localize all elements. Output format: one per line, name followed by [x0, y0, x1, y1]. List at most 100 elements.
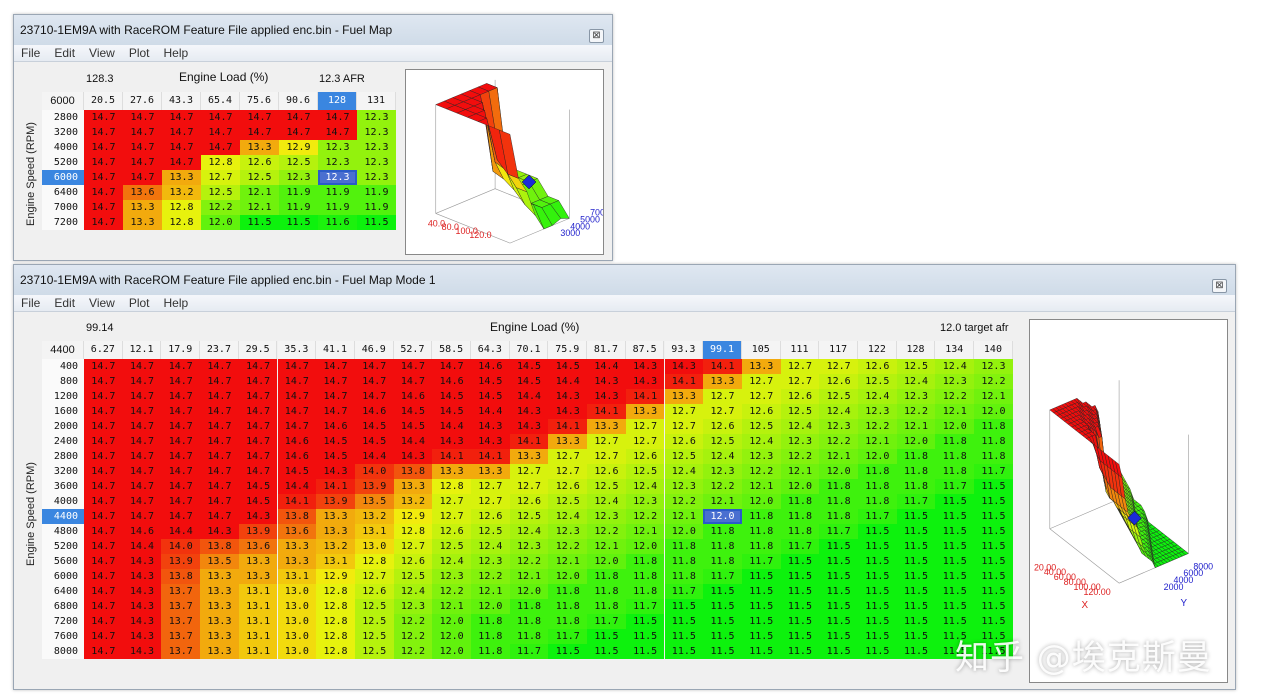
map-cell[interactable]: 12.7 — [548, 464, 588, 479]
map-cell[interactable]: 12.7 — [471, 494, 510, 509]
map-cell[interactable]: 11.5 — [974, 539, 1013, 554]
map-cell[interactable]: 12.5 — [354, 614, 394, 629]
map-cell[interactable]: 11.5 — [780, 644, 820, 659]
map-cell[interactable]: 14.3 — [587, 374, 626, 389]
map-cell[interactable]: 14.7 — [200, 404, 239, 419]
map-cell[interactable]: 13.9 — [316, 494, 355, 509]
map-cell[interactable]: 12.0 — [741, 494, 781, 509]
map-cell[interactable]: 12.3 — [471, 554, 510, 569]
map-cell[interactable]: 14.5 — [354, 419, 394, 434]
map-cell[interactable]: 14.7 — [84, 479, 123, 494]
map-cell[interactable]: 14.7 — [240, 110, 279, 125]
map-cell[interactable]: 11.5 — [858, 629, 897, 644]
map-cell[interactable]: 11.9 — [279, 200, 318, 215]
map-cell[interactable]: 14.7 — [122, 494, 162, 509]
map-cell[interactable]: 14.7 — [161, 479, 201, 494]
map-cell[interactable]: 14.7 — [122, 464, 162, 479]
map-cell[interactable]: 11.7 — [974, 464, 1013, 479]
map-cell[interactable]: 11.9 — [318, 200, 357, 215]
map-cell[interactable]: 11.5 — [974, 644, 1013, 659]
map-cell[interactable]: 13.3 — [123, 215, 162, 230]
map-cell[interactable]: 12.1 — [587, 539, 626, 554]
row-header[interactable]: 6000 — [42, 170, 84, 185]
map-cell[interactable]: 14.7 — [84, 524, 123, 539]
map-cell[interactable]: 11.5 — [741, 599, 781, 614]
map-cell[interactable]: 12.7 — [432, 494, 471, 509]
column-header[interactable]: 75.9 — [548, 341, 588, 359]
map-cell[interactable]: 11.8 — [896, 449, 936, 464]
map-cell[interactable]: 11.5 — [741, 569, 781, 584]
map-cell[interactable]: 11.5 — [819, 584, 858, 599]
map-cell[interactable]: 13.1 — [277, 569, 317, 584]
map-cell[interactable]: 14.7 — [84, 434, 123, 449]
map-cell[interactable]: 14.3 — [548, 389, 588, 404]
map-cell[interactable]: 14.7 — [123, 110, 162, 125]
map-cell[interactable]: 11.8 — [741, 539, 781, 554]
map-cell[interactable]: 12.2 — [664, 494, 704, 509]
map-cell[interactable]: 11.5 — [858, 584, 897, 599]
map-cell[interactable]: 14.5 — [354, 434, 394, 449]
map-cell[interactable]: 14.7 — [161, 374, 201, 389]
map-cell[interactable]: 13.6 — [277, 524, 317, 539]
map-cell[interactable]: 11.8 — [625, 569, 665, 584]
map-cell[interactable]: 11.8 — [896, 479, 936, 494]
map-cell[interactable]: 14.6 — [277, 449, 317, 464]
map-cell[interactable]: 11.5 — [974, 569, 1013, 584]
map-cell[interactable]: 14.1 — [703, 359, 742, 374]
map-cell[interactable]: 13.3 — [277, 554, 317, 569]
row-header[interactable]: 6800 — [42, 599, 84, 614]
map-cell[interactable]: 11.8 — [974, 419, 1013, 434]
map-cell[interactable]: 12.2 — [587, 524, 626, 539]
map-cell[interactable]: 11.5 — [625, 644, 665, 659]
map-cell[interactable]: 14.7 — [84, 509, 123, 524]
map-cell[interactable]: 14.7 — [200, 434, 239, 449]
map-cell[interactable]: 12.7 — [780, 374, 820, 389]
map-cell[interactable]: 13.3 — [548, 434, 588, 449]
map-cell[interactable]: 11.5 — [974, 494, 1013, 509]
map-cell[interactable]: 11.5 — [780, 584, 820, 599]
map-cell[interactable]: 14.7 — [122, 374, 162, 389]
map-cell[interactable]: 12.6 — [240, 155, 279, 170]
map-cell[interactable]: 14.3 — [122, 614, 162, 629]
map-cell[interactable]: 11.5 — [780, 629, 820, 644]
row-header[interactable]: 4000 — [42, 140, 84, 155]
map-cell[interactable]: 11.8 — [471, 614, 510, 629]
map-cell[interactable]: 12.2 — [625, 509, 665, 524]
map-cell[interactable]: 14.3 — [122, 599, 162, 614]
map-cell[interactable]: 11.6 — [318, 215, 357, 230]
map-cell[interactable]: 14.7 — [161, 419, 201, 434]
map-cell[interactable]: 11.8 — [548, 599, 588, 614]
column-header[interactable]: 43.3 — [162, 92, 201, 110]
map-cell[interactable]: 14.0 — [161, 539, 201, 554]
map-cell[interactable]: 14.3 — [509, 419, 549, 434]
map-cell[interactable]: 12.5 — [354, 629, 394, 644]
row-header[interactable]: 2800 — [42, 449, 84, 464]
map-cell[interactable]: 12.8 — [316, 644, 355, 659]
map-cell[interactable]: 14.7 — [122, 434, 162, 449]
map-cell[interactable]: 12.1 — [240, 185, 279, 200]
map-cell[interactable]: 14.3 — [122, 569, 162, 584]
row-header[interactable]: 5200 — [42, 539, 84, 554]
map-cell[interactable]: 13.0 — [354, 539, 394, 554]
map-cell[interactable]: 12.4 — [393, 584, 433, 599]
map-cell[interactable]: 12.3 — [780, 434, 820, 449]
map-cell[interactable]: 11.5 — [935, 614, 975, 629]
window-titlebar[interactable]: 23710-1EM9A with RaceROM Feature File ap… — [14, 265, 1235, 295]
map-cell[interactable]: 11.5 — [819, 614, 858, 629]
map-cell[interactable]: 11.5 — [935, 644, 975, 659]
map-cell[interactable]: 11.8 — [664, 554, 704, 569]
map-cell[interactable]: 14.1 — [471, 449, 510, 464]
map-cell[interactable]: 13.3 — [238, 569, 278, 584]
row-header[interactable]: 6000 — [42, 569, 84, 584]
map-cell[interactable]: 12.5 — [819, 389, 858, 404]
map-cell[interactable]: 11.5 — [780, 554, 820, 569]
map-cell[interactable]: 12.2 — [393, 644, 433, 659]
map-cell[interactable]: 14.7 — [84, 569, 123, 584]
map-cell[interactable]: 11.5 — [703, 584, 742, 599]
map-cell[interactable]: 11.8 — [509, 599, 549, 614]
map-cell[interactable]: 12.1 — [819, 449, 858, 464]
map-cell[interactable]: 12.1 — [471, 584, 510, 599]
map-cell[interactable]: 11.5 — [819, 629, 858, 644]
map-cell[interactable]: 11.5 — [819, 569, 858, 584]
